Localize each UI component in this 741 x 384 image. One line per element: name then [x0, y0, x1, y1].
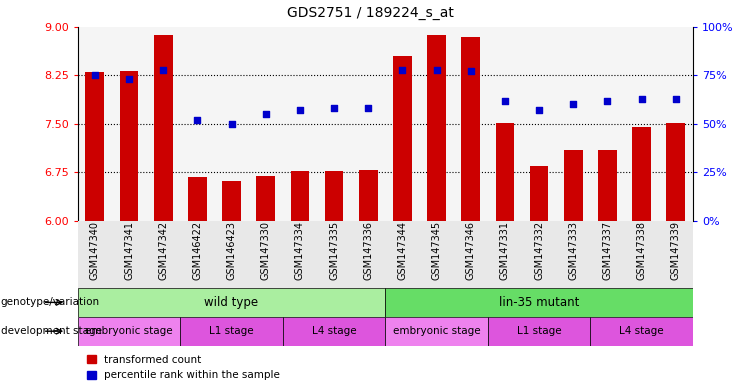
Bar — [530, 166, 548, 221]
Bar — [325, 171, 344, 221]
Bar — [385, 317, 488, 346]
Text: GSM147340: GSM147340 — [90, 221, 100, 280]
Bar — [427, 35, 446, 221]
Text: L4 stage: L4 stage — [312, 326, 356, 336]
Point — [123, 76, 135, 82]
Bar — [78, 221, 693, 288]
Text: GSM147346: GSM147346 — [466, 221, 476, 280]
Bar — [385, 288, 693, 317]
Point — [602, 98, 614, 104]
Point — [89, 72, 101, 78]
Bar — [290, 171, 309, 221]
Text: wild type: wild type — [205, 296, 259, 309]
Bar — [78, 288, 385, 317]
Point — [328, 105, 340, 111]
Text: GSM147338: GSM147338 — [637, 221, 647, 280]
Bar — [598, 150, 617, 221]
Bar — [85, 72, 104, 221]
Bar — [359, 170, 378, 221]
Point — [157, 66, 169, 73]
Point — [465, 68, 476, 74]
Text: GSM147337: GSM147337 — [602, 221, 612, 280]
Bar — [632, 127, 651, 221]
Text: GSM147331: GSM147331 — [500, 221, 510, 280]
Text: GSM146422: GSM146422 — [193, 221, 202, 280]
Point — [499, 98, 511, 104]
Bar — [256, 175, 275, 221]
Text: GSM147333: GSM147333 — [568, 221, 578, 280]
Bar — [591, 317, 693, 346]
Bar — [283, 317, 385, 346]
Text: GSM147345: GSM147345 — [431, 221, 442, 280]
Point — [294, 107, 306, 113]
Bar — [666, 122, 685, 221]
Text: L1 stage: L1 stage — [209, 326, 254, 336]
Point — [396, 66, 408, 73]
Point — [431, 66, 442, 73]
Bar — [564, 150, 582, 221]
Text: GDS2751 / 189224_s_at: GDS2751 / 189224_s_at — [287, 7, 454, 20]
Legend: transformed count, percentile rank within the sample: transformed count, percentile rank withi… — [83, 351, 284, 384]
Bar — [78, 317, 180, 346]
Bar — [488, 317, 591, 346]
Point — [636, 96, 648, 102]
Text: L1 stage: L1 stage — [516, 326, 562, 336]
Text: development stage: development stage — [1, 326, 102, 336]
Bar — [393, 56, 412, 221]
Point — [191, 117, 203, 123]
Text: GSM147330: GSM147330 — [261, 221, 270, 280]
Text: GSM147336: GSM147336 — [363, 221, 373, 280]
Text: GSM147334: GSM147334 — [295, 221, 305, 280]
Bar — [180, 317, 283, 346]
Text: GSM147339: GSM147339 — [671, 221, 681, 280]
Point — [568, 101, 579, 108]
Bar — [462, 37, 480, 221]
Bar — [188, 177, 207, 221]
Text: GSM147344: GSM147344 — [397, 221, 408, 280]
Text: GSM147341: GSM147341 — [124, 221, 134, 280]
Text: embryonic stage: embryonic stage — [85, 326, 173, 336]
Text: L4 stage: L4 stage — [619, 326, 664, 336]
Text: embryonic stage: embryonic stage — [393, 326, 480, 336]
Point — [225, 121, 237, 127]
Text: genotype/variation: genotype/variation — [1, 297, 100, 308]
Point — [260, 111, 272, 117]
Bar — [119, 71, 139, 221]
Bar — [222, 181, 241, 221]
Point — [362, 105, 374, 111]
Bar — [496, 122, 514, 221]
Text: GSM147342: GSM147342 — [159, 221, 168, 280]
Text: GSM147335: GSM147335 — [329, 221, 339, 280]
Bar — [154, 35, 173, 221]
Point — [534, 107, 545, 113]
Text: GSM147332: GSM147332 — [534, 221, 544, 280]
Point — [670, 96, 682, 102]
Text: lin-35 mutant: lin-35 mutant — [499, 296, 579, 309]
Text: GSM146423: GSM146423 — [227, 221, 236, 280]
